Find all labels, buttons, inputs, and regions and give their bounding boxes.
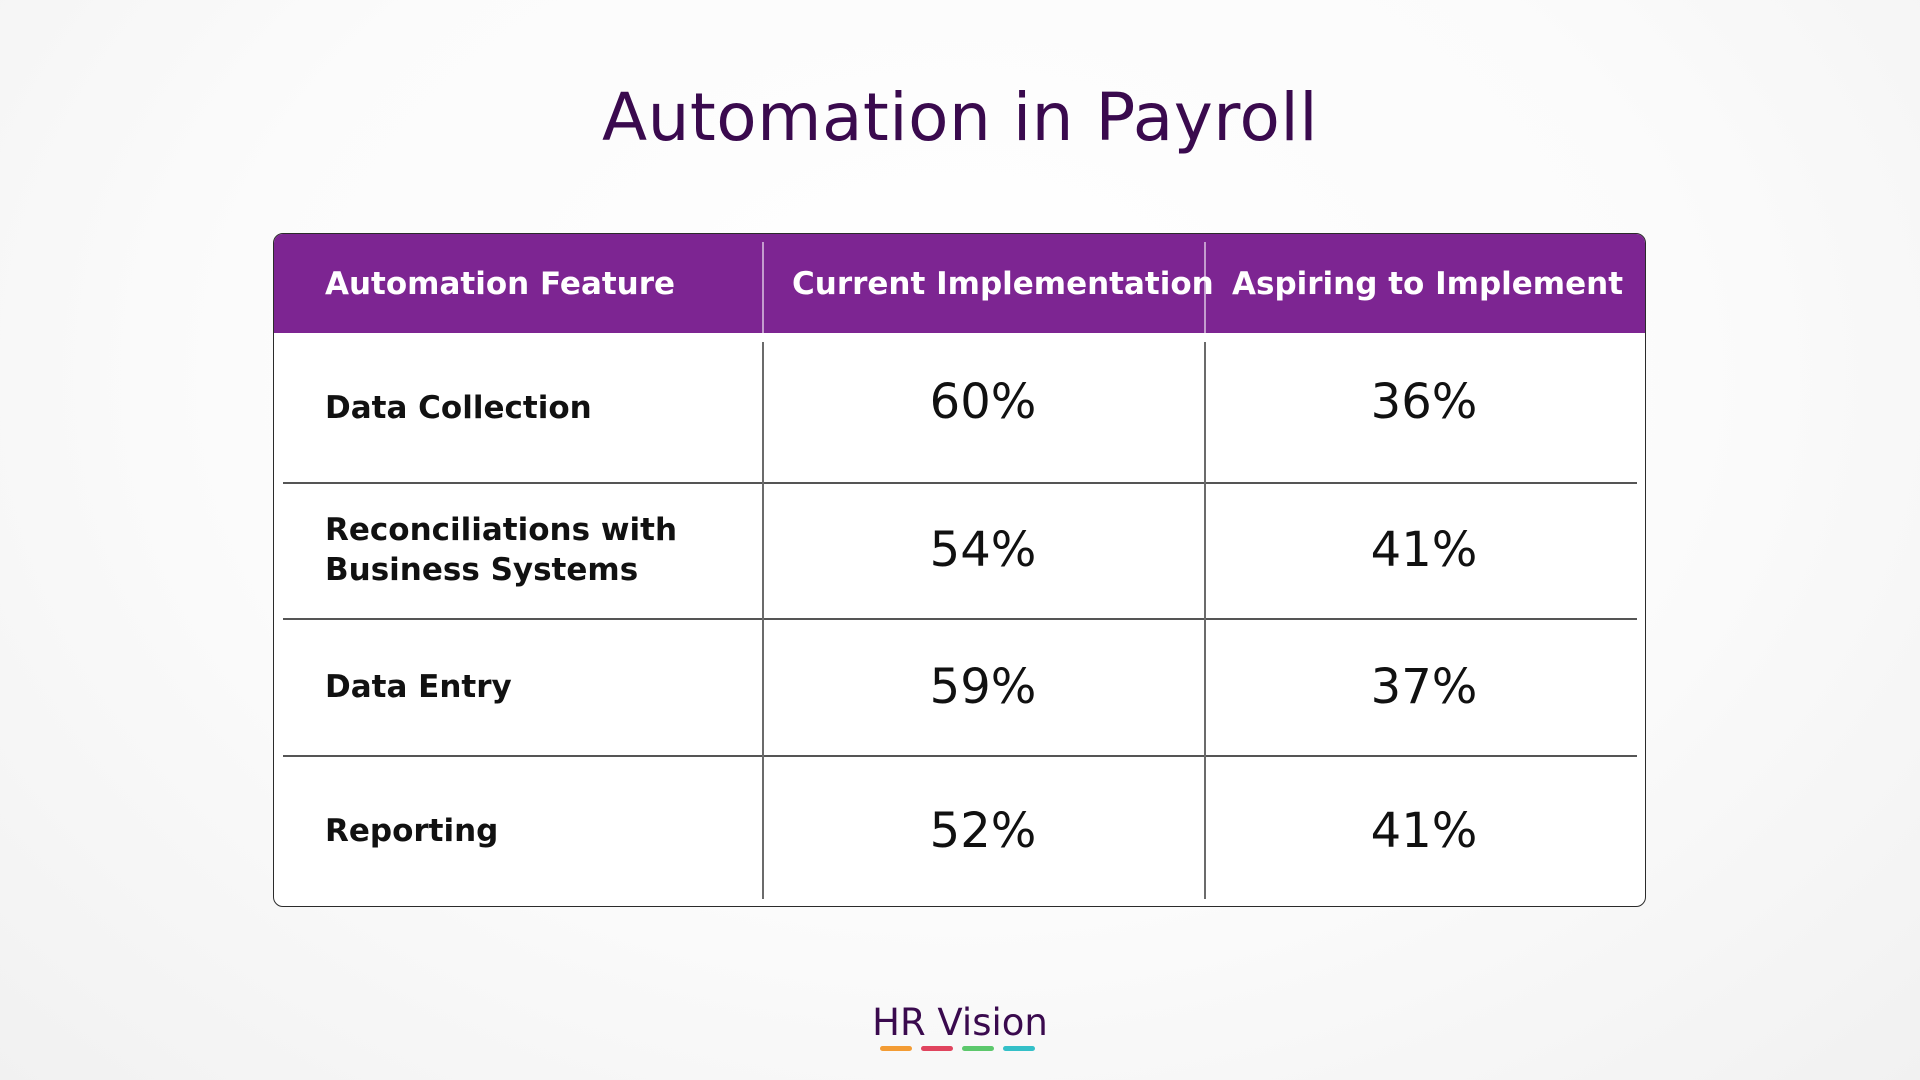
column-header-current: Current Implementation (792, 265, 1214, 302)
feature-label: Data Entry (325, 618, 745, 755)
hr-vision-logo: HR Vision (872, 1001, 1048, 1044)
current-implementation-value: 54% (929, 522, 1037, 578)
logo-bar-red (921, 1046, 953, 1051)
row-divider (283, 755, 1637, 757)
header-divider (1204, 242, 1206, 333)
feature-label-line: Business Systems (325, 552, 639, 588)
table-row: Reconciliations with Business Systems 54% 4… (274, 482, 1645, 618)
column-header-feature: Automation Feature (325, 265, 676, 302)
header-divider (762, 242, 764, 333)
feature-label: Reporting (325, 755, 745, 906)
feature-label-line: Data Collection (325, 389, 592, 426)
feature-label: Reconciliations with Business Systems (325, 482, 745, 618)
logo-underline (880, 1046, 1040, 1052)
logo-bar-orange (880, 1046, 912, 1051)
aspiring-to-implement-value: 41% (1370, 802, 1478, 859)
feature-label: Data Collection (325, 333, 745, 482)
page-title: Automation in Payroll (601, 79, 1319, 156)
feature-label-text: Reporting (325, 811, 498, 851)
payroll-automation-table: Automation Feature Current Implementatio… (273, 233, 1646, 907)
logo-bar-green (962, 1046, 994, 1051)
table-row: Data Entry 59% 37% (274, 618, 1645, 755)
table-header: Automation Feature Current Implementatio… (274, 234, 1645, 333)
aspiring-to-implement-value: 37% (1370, 658, 1478, 715)
feature-label-text: Data Entry (325, 667, 512, 707)
aspiring-to-implement-value: 41% (1370, 522, 1478, 578)
table-row: Reporting 52% 41% (274, 755, 1645, 906)
current-implementation-value: 60% (929, 373, 1037, 430)
column-header-aspiring: Aspiring to Implement (1232, 265, 1624, 302)
feature-label-line: Reporting (325, 812, 499, 849)
logo-bar-teal (1003, 1046, 1035, 1051)
aspiring-to-implement-value: 36% (1370, 373, 1478, 430)
row-divider (283, 482, 1637, 484)
feature-label-text: Data Collection (325, 388, 592, 428)
feature-label-line: Reconciliations with (325, 512, 678, 548)
feature-label-line: Data Entry (325, 668, 512, 705)
feature-label-text: Reconciliations with Business Systems (325, 510, 677, 590)
column-divider (1204, 342, 1206, 899)
table-row: Data Collection 60% 36% (274, 333, 1645, 482)
current-implementation-value: 59% (929, 658, 1037, 715)
column-divider (762, 342, 764, 899)
current-implementation-value: 52% (929, 802, 1037, 859)
row-divider (283, 618, 1637, 620)
